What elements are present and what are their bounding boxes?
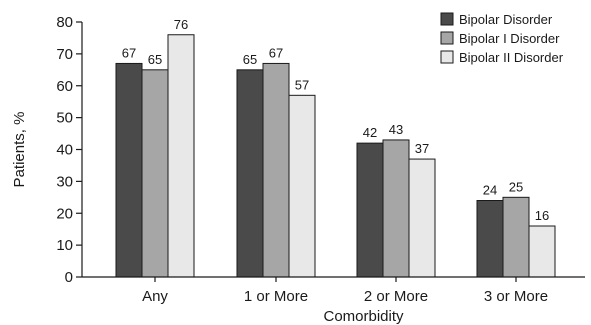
legend-swatch [440,31,454,45]
x-category-label: 3 or More [484,288,548,305]
y-tick-label: 70 [56,46,73,63]
bar [288,94,316,278]
x-category-label: 2 or More [364,288,428,305]
y-tick-label: 50 [56,110,73,127]
bar [167,34,195,278]
y-axis-title: Patients, % [11,112,28,188]
bar [262,62,290,278]
bars [115,34,556,278]
bar-value-label: 57 [295,77,309,92]
bar-value-label: 37 [415,141,429,156]
y-tick-label: 60 [56,78,73,95]
bar-value-label: 43 [389,122,403,137]
bar-value-label: 67 [122,45,136,60]
legend-swatch [440,50,454,64]
data-labels: 67 65 76 65 67 57 42 43 37 24 25 16 [122,17,549,223]
y-tick-label: 20 [56,205,73,222]
legend-label: Bipolar I Disorder [459,31,560,46]
bar [382,139,410,278]
bar-value-label: 42 [363,125,377,140]
x-category-label: 1 or More [244,288,308,305]
bar-value-label: 25 [509,179,523,194]
bar-value-label: 16 [535,208,549,223]
legend-swatch [440,12,454,26]
legend-label: Bipolar Disorder [459,12,553,27]
legend-label: Bipolar II Disorder [459,50,564,65]
bar [502,196,530,278]
bar [141,69,169,278]
y-tick-label: 80 [56,14,73,31]
y-tick-label: 10 [56,237,73,254]
bar [528,225,556,278]
y-tick-label: 0 [65,269,73,286]
bar [408,158,436,278]
y-tick-label: 40 [56,142,73,159]
bar [476,200,504,278]
bar [115,62,143,278]
x-axis-category-labels: Any 1 or More 2 or More 3 or More [142,277,548,305]
bar-value-label: 67 [269,45,283,60]
bar-value-label: 24 [483,183,497,198]
bar [356,142,384,278]
bar-value-label: 76 [174,17,188,32]
y-axis-ticks: 0 10 20 30 40 50 60 70 80 [56,14,82,286]
bar-value-label: 65 [148,52,162,67]
bar [236,69,264,278]
legend: Bipolar Disorder Bipolar I Disorder Bipola… [440,12,564,65]
bar-value-label: 65 [243,52,257,67]
y-tick-label: 30 [56,173,73,190]
x-axis-title: Comorbidity [323,308,404,325]
x-category-label: Any [142,288,168,305]
